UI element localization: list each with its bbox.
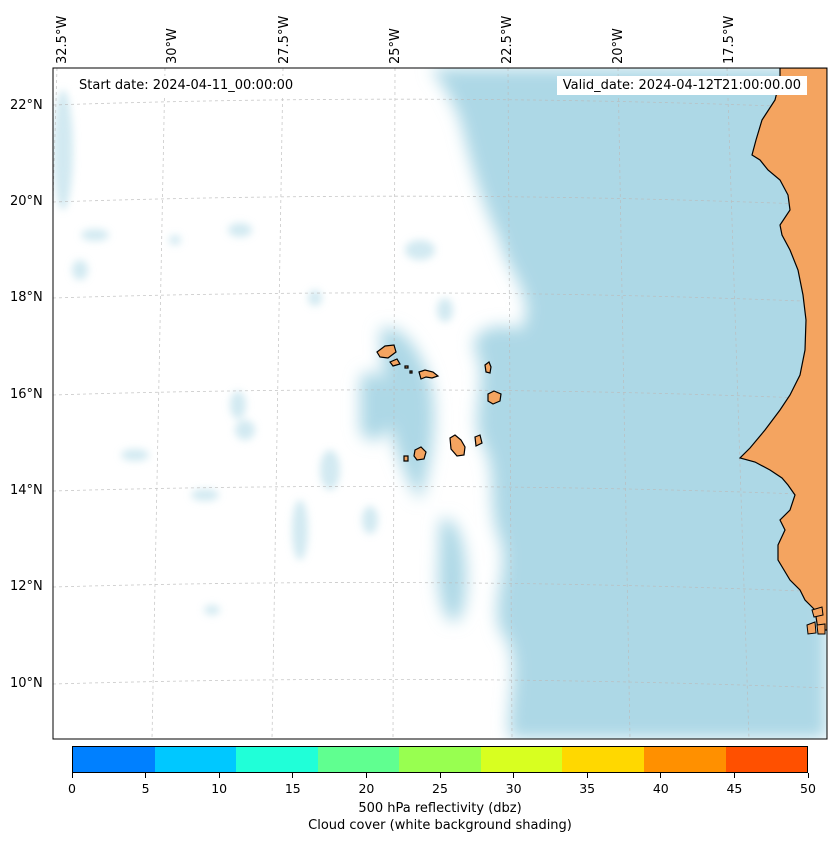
graticule bbox=[53, 68, 827, 739]
colorbar-tick-label: 30 bbox=[505, 781, 522, 796]
colorbar-tick-label: 15 bbox=[284, 781, 301, 796]
colorbar-segment bbox=[643, 747, 726, 772]
latitude-label: 10°N bbox=[10, 676, 43, 691]
colorbar-tick bbox=[513, 773, 515, 778]
guinea-bissau-islands bbox=[806, 606, 826, 635]
colorbar bbox=[72, 746, 808, 773]
colorbar-tick-label: 50 bbox=[800, 781, 816, 796]
latitude-label: 18°N bbox=[10, 290, 43, 305]
colorbar-tick bbox=[439, 773, 441, 778]
colorbar-label: 500 hPa reflectivity (dbz) bbox=[358, 801, 522, 816]
colorbar-tick-label: 0 bbox=[68, 781, 76, 796]
colorbar-segment bbox=[73, 747, 155, 772]
colorbar-tick bbox=[145, 773, 147, 778]
latitude-label: 12°N bbox=[10, 579, 43, 594]
start-date-label: Start date: 2024-04-11_00:00:00 bbox=[73, 76, 300, 95]
colorbar-segment bbox=[725, 747, 808, 772]
latitude-label: 16°N bbox=[10, 387, 43, 402]
cloud-cover-wisps bbox=[53, 90, 453, 615]
colorbar-tick bbox=[292, 773, 294, 778]
valid-date-label: Valid_date: 2024-04-12T21:00:00.00 bbox=[556, 76, 807, 95]
latitude-label: 20°N bbox=[10, 194, 43, 209]
colorbar-segment bbox=[480, 747, 563, 772]
colorbar-tick bbox=[807, 773, 809, 778]
longitude-label: 30°W bbox=[165, 28, 180, 64]
colorbar-tick-label: 45 bbox=[726, 781, 743, 796]
longitude-label: 25°W bbox=[388, 28, 403, 64]
colorbar-tick-label: 25 bbox=[432, 781, 448, 796]
colorbar-tick-label: 5 bbox=[141, 781, 150, 796]
colorbar-tick bbox=[218, 773, 220, 778]
longitude-label: 20°W bbox=[611, 28, 626, 64]
colorbar-tick bbox=[586, 773, 588, 778]
longitude-label: 32.5°W bbox=[55, 15, 70, 64]
colorbar-tick bbox=[733, 773, 735, 778]
colorbar-tick-label: 35 bbox=[579, 781, 596, 796]
latitude-label: 22°N bbox=[10, 98, 43, 113]
colorbar-tick bbox=[71, 773, 73, 778]
colorbar-tick bbox=[365, 773, 367, 778]
latitude-label: 14°N bbox=[10, 483, 43, 498]
colorbar-tick bbox=[660, 773, 662, 778]
cape-verde-islands bbox=[376, 344, 502, 462]
mainland-africa bbox=[738, 68, 827, 631]
colorbar-segment bbox=[236, 747, 318, 772]
colorbar-segment bbox=[154, 747, 237, 772]
colorbar-tick-label: 40 bbox=[652, 781, 669, 796]
colorbar-tick-label: 20 bbox=[358, 781, 375, 796]
colorbar-segment bbox=[317, 747, 400, 772]
longitude-label: 27.5°W bbox=[277, 15, 292, 64]
colorbar-tick-label: 10 bbox=[211, 781, 228, 796]
longitude-label: 22.5°W bbox=[500, 15, 515, 64]
longitude-label: 17.5°W bbox=[722, 15, 737, 64]
colorbar-segment bbox=[562, 747, 644, 772]
map-frame bbox=[52, 67, 828, 740]
colorbar-sublabel: Cloud cover (white background shading) bbox=[308, 818, 572, 833]
colorbar-segment bbox=[399, 747, 481, 772]
